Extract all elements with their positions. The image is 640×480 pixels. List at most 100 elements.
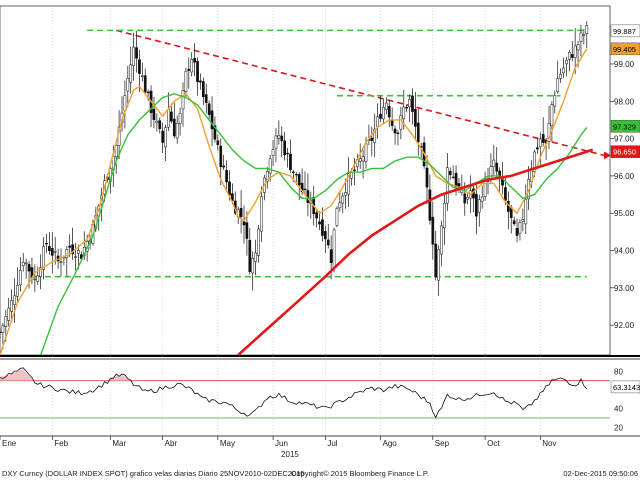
candle-body [579, 32, 583, 42]
candle-body [24, 262, 28, 265]
candle-body [251, 257, 255, 274]
y-tick-label: 98.00 [614, 97, 635, 106]
last-price-box-bg [610, 24, 640, 38]
candle-body [382, 107, 385, 120]
candle-body [36, 275, 40, 282]
candle-body [335, 208, 339, 226]
candle-body [553, 95, 557, 107]
rsi-y-tick-label: 80 [614, 367, 623, 376]
candle-body [524, 199, 528, 225]
footer-timestamp: 02-Dec-2015 09:50:06 [563, 469, 638, 478]
candle-body [437, 249, 440, 281]
candle-body [39, 267, 43, 277]
x-month-label: Oct [487, 439, 500, 448]
candle-body [248, 240, 252, 272]
candle-body [225, 170, 228, 183]
rsi-y-tick-label: 40 [614, 405, 623, 414]
resistance-trendline [115, 29, 605, 157]
candle-body [265, 171, 269, 182]
candle-body [585, 25, 589, 34]
candle-body [297, 174, 301, 186]
candle-body [219, 145, 223, 168]
candle-body [361, 156, 365, 162]
candle-body [396, 132, 400, 134]
x-month-label: Sep [435, 439, 450, 448]
x-month-label: Nov [542, 439, 556, 448]
candle-body [294, 174, 298, 176]
candle-body [135, 47, 138, 59]
candle-body [541, 134, 545, 143]
candle-body [428, 189, 432, 221]
candle-body [387, 105, 391, 118]
candle-body [440, 225, 443, 255]
candle-body [50, 248, 54, 256]
candle-body [77, 250, 80, 254]
candle-body [283, 140, 287, 156]
y-tick-label: 96.00 [614, 172, 635, 181]
candle-body [48, 246, 51, 252]
candle-body [178, 112, 182, 124]
candle-body [155, 120, 159, 123]
candle-body [504, 187, 507, 201]
candle-body [0, 331, 2, 334]
candle-body [274, 135, 278, 149]
candle-body [271, 149, 275, 156]
ma-mid-value-box: 97.329 [613, 122, 636, 131]
ma-short-value-box-bg [610, 42, 640, 56]
candle-body [567, 51, 571, 60]
candle-body [434, 243, 438, 278]
candle-body [65, 249, 69, 259]
candle-body [140, 75, 144, 78]
candle-body [27, 264, 31, 272]
candle-body [74, 256, 77, 258]
candle-body [373, 128, 377, 143]
x-month-label: Jul [327, 439, 337, 448]
candle-body [370, 137, 374, 141]
candle-body [515, 227, 519, 236]
candle-body [538, 138, 542, 148]
candle-body [475, 193, 478, 217]
y-tick-label: 94.00 [614, 247, 635, 256]
candle-body [547, 122, 551, 142]
candle-body [353, 169, 356, 171]
candle-body [21, 262, 25, 266]
candle-body [411, 95, 414, 112]
candle-body [495, 162, 499, 172]
candle-body [164, 127, 167, 148]
candle-body [161, 130, 165, 143]
candle-body [536, 147, 539, 150]
candle-body [405, 106, 409, 109]
candle-body [315, 212, 318, 219]
candle-body [425, 167, 429, 188]
candle-body [222, 165, 226, 168]
trendline-arrow [604, 151, 611, 160]
candle-body [570, 54, 574, 58]
candle-body [71, 244, 74, 254]
rsi-line [0, 367, 588, 419]
y-tick-label: 95.00 [614, 209, 635, 218]
candle-body [344, 192, 348, 196]
candle-body [518, 222, 522, 234]
candle-body [7, 307, 11, 321]
candle-body [323, 231, 327, 240]
candle-body [582, 34, 586, 36]
candle-body [402, 106, 406, 120]
candle-body [228, 181, 231, 196]
candle-body [242, 221, 246, 226]
candle-body [280, 135, 284, 142]
candle-body [390, 120, 394, 127]
candle-body [59, 261, 63, 263]
x-month-label: May [220, 439, 235, 448]
candle-body [257, 228, 260, 256]
candle-body [260, 196, 263, 232]
candle-body [196, 61, 199, 83]
candle-body [187, 68, 191, 71]
x-year-label: 2015 [281, 450, 299, 459]
candle-body [556, 78, 560, 93]
candle-body [1, 325, 5, 333]
candle-body [4, 316, 8, 327]
candle-body [239, 207, 243, 218]
candle-body [175, 122, 179, 139]
x-month-label: Mar [112, 439, 126, 448]
